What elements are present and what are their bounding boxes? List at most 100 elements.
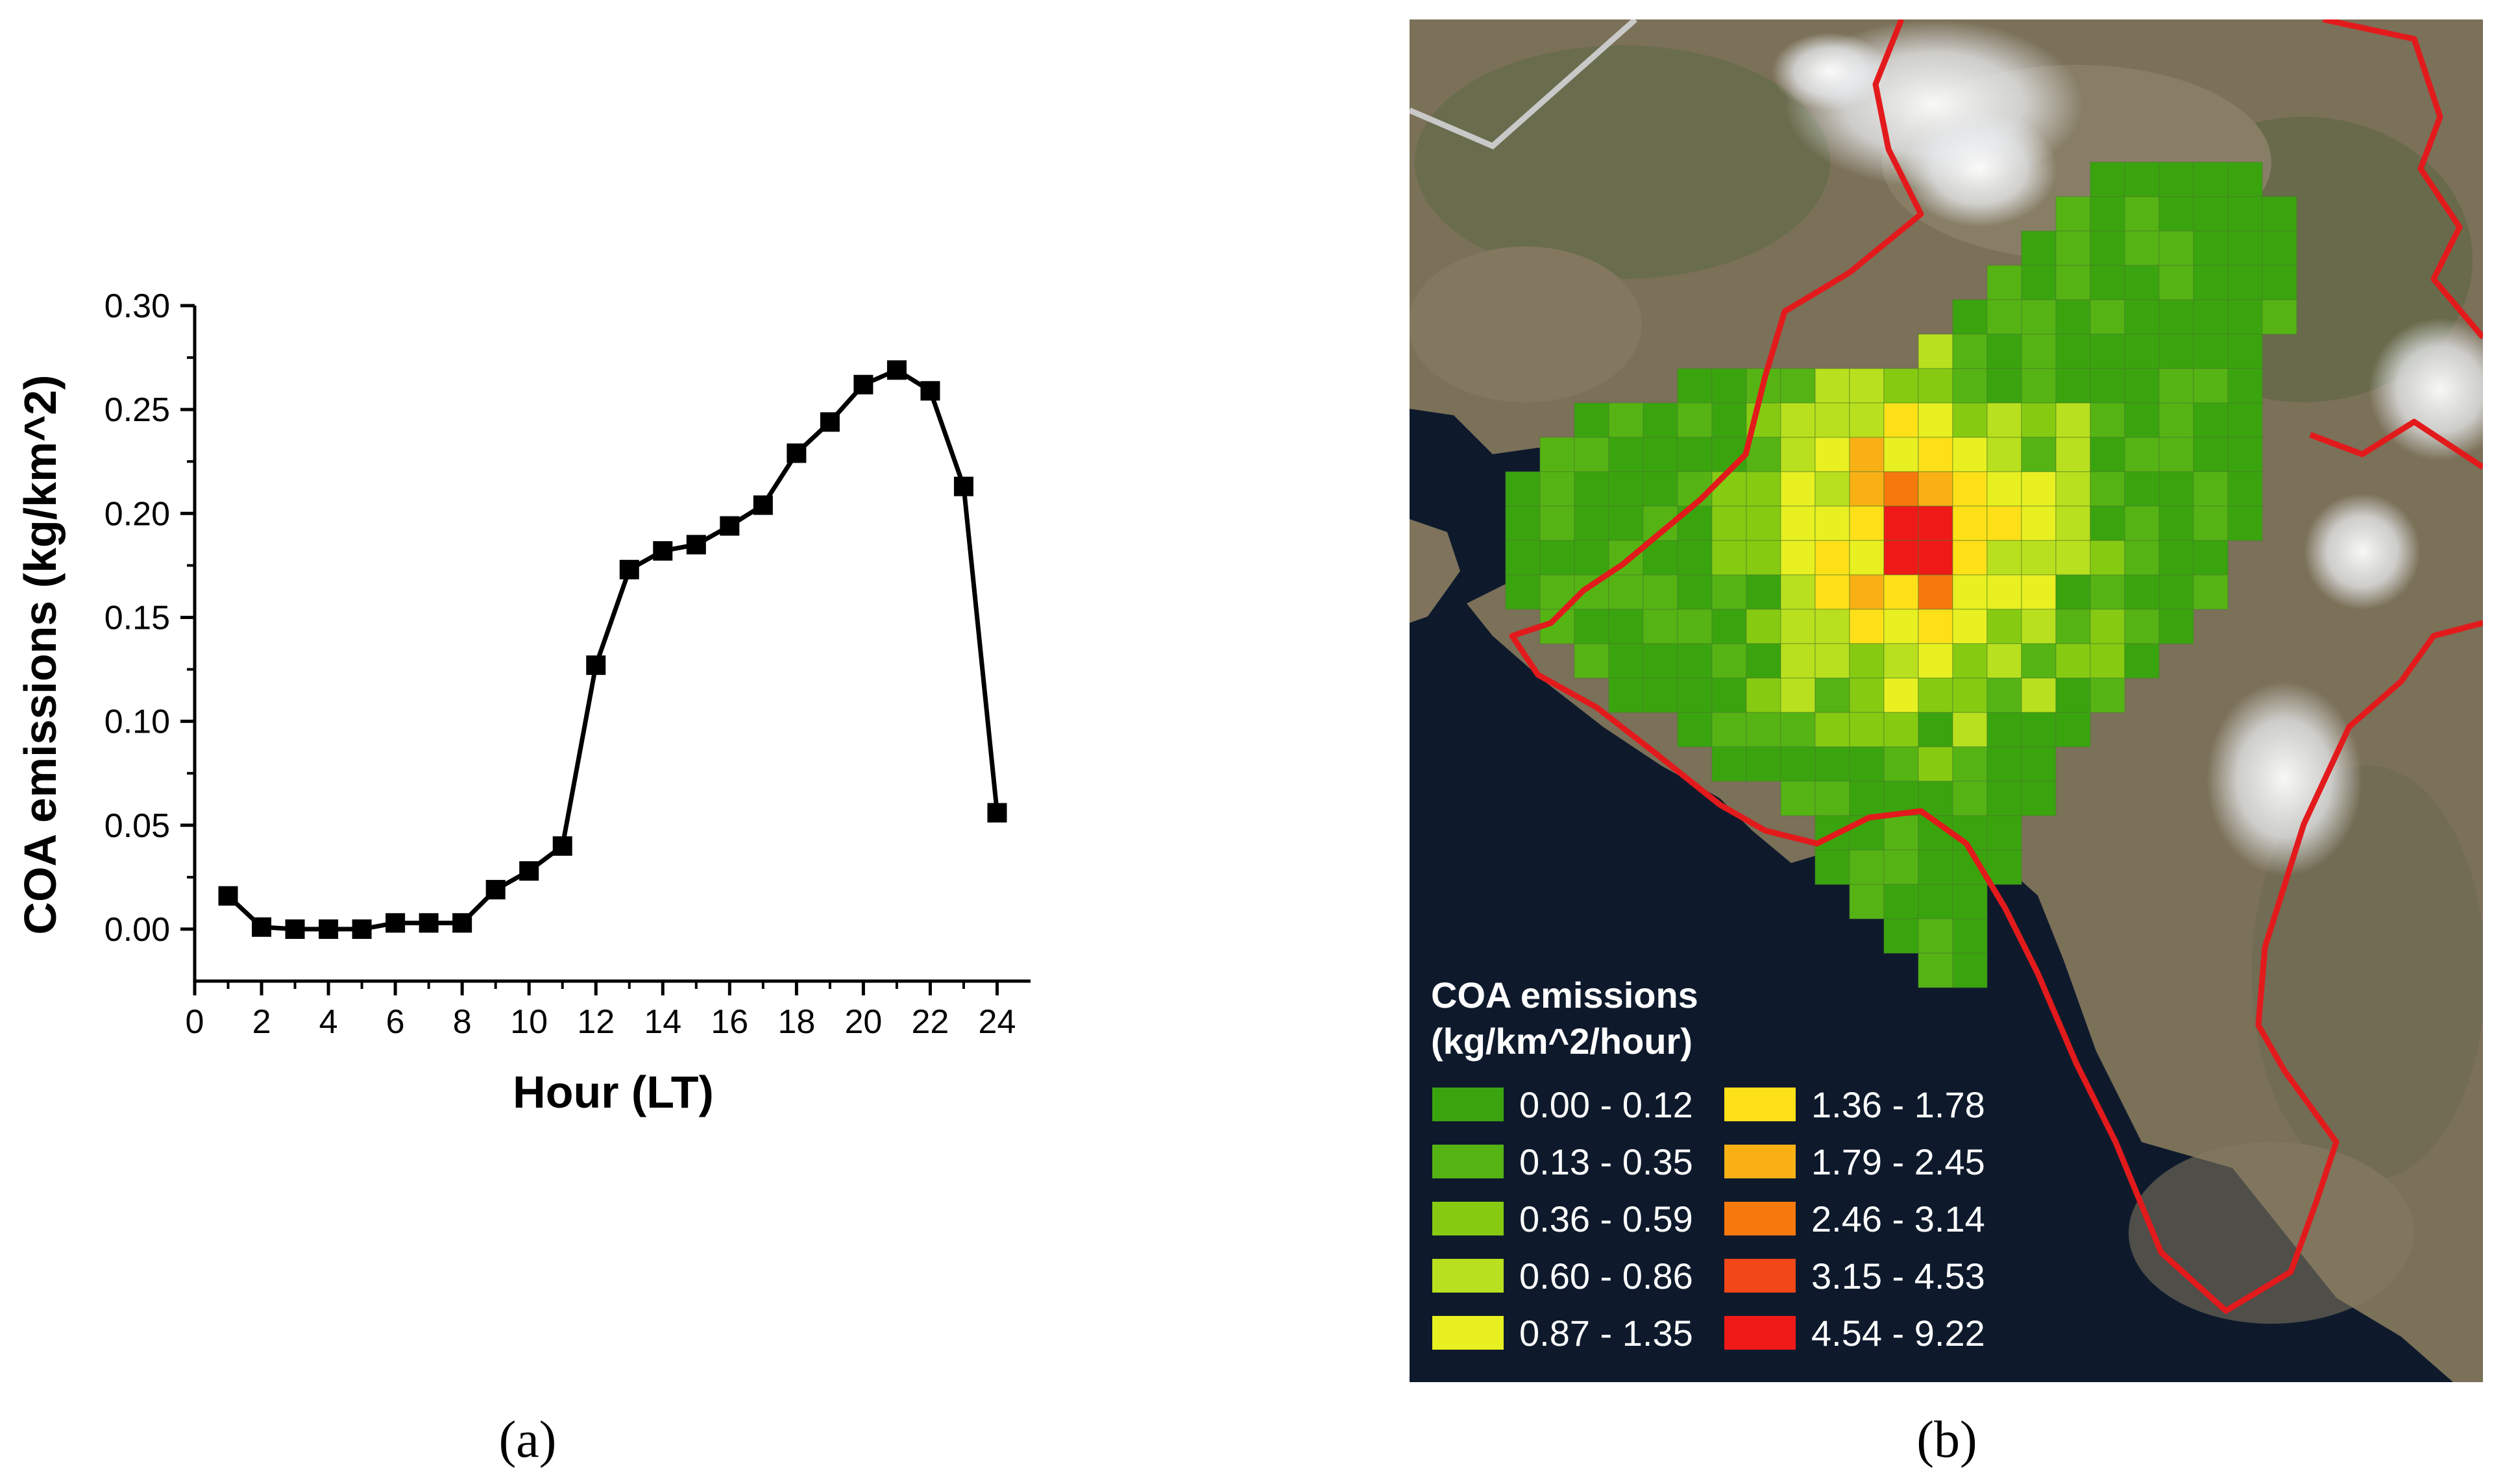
grid-cell	[2055, 196, 2091, 232]
grid-cell	[1815, 746, 1850, 782]
grid-cell	[1643, 471, 1678, 507]
grid-cell	[1711, 471, 1747, 507]
grid-cell	[1815, 437, 1850, 472]
grid-cell	[1883, 643, 1919, 679]
grid-cell	[1677, 643, 1713, 679]
grid-cell	[1711, 677, 1747, 713]
grid-cell	[1780, 471, 1816, 507]
data-point	[720, 516, 740, 536]
grid-cell	[2124, 402, 2160, 438]
emission-grid-cells	[1505, 162, 2297, 988]
grid-cell	[2021, 265, 2057, 300]
grid-cell	[2055, 334, 2091, 369]
grid-cell	[2158, 471, 2194, 507]
grid-cell	[1918, 677, 1953, 713]
grid-cell	[1815, 368, 1850, 404]
grid-cell	[1849, 609, 1885, 644]
grid-cell	[1918, 437, 1953, 472]
grid-cell	[2227, 265, 2263, 300]
grid-cell	[2158, 540, 2194, 576]
grid-cell	[1815, 402, 1850, 438]
grid-cell	[1952, 437, 1988, 472]
grid-cell	[1677, 437, 1713, 472]
grid-cell	[1986, 402, 2022, 438]
legend-label: 0.13 - 0.35	[1519, 1141, 1693, 1182]
grid-cell	[1986, 368, 2022, 404]
grid-cell	[1780, 437, 1816, 472]
x-tick-label: 16	[711, 1003, 748, 1041]
grid-cell	[1918, 884, 1953, 919]
grid-cell	[2090, 609, 2125, 644]
grid-cell	[2227, 230, 2263, 266]
grid-cell	[1780, 505, 1816, 541]
municipality-boundary	[1509, 19, 2483, 1314]
grid-cell	[1815, 505, 1850, 541]
legend-swatch	[1432, 1316, 1504, 1350]
grid-cell	[1815, 609, 1850, 644]
grid-cell	[1608, 643, 1644, 679]
grid-cell	[1918, 402, 1953, 438]
grid-cell	[1918, 746, 1953, 782]
x-tick-label: 18	[777, 1003, 815, 1041]
x-tick-label: 14	[644, 1003, 681, 1041]
grid-cell	[1952, 953, 1988, 988]
grid-cell	[2193, 334, 2229, 369]
grid-cell	[1918, 953, 1953, 988]
grid-cell	[1711, 505, 1747, 541]
grid-cell	[2021, 677, 2057, 713]
legend-swatch	[1432, 1202, 1504, 1235]
grid-cell	[1986, 746, 2022, 782]
grid-cell	[1711, 712, 1747, 748]
data-point	[920, 381, 940, 401]
grid-cell	[1918, 712, 1953, 748]
grid-cell	[1505, 574, 1541, 610]
grid-cell	[2193, 437, 2229, 472]
grid-cell	[1952, 334, 1988, 369]
grid-cell	[1918, 849, 1953, 885]
grid-cell	[1711, 643, 1747, 679]
grid-cell	[1883, 815, 1919, 851]
grid-cell	[1986, 471, 2022, 507]
grid-cell	[2021, 609, 2057, 644]
grid-cell	[1711, 437, 1747, 472]
grid-cell	[1815, 677, 1850, 713]
grid-cell	[1746, 574, 1781, 610]
grid-cell	[1952, 368, 1988, 404]
data-point	[252, 917, 272, 937]
grid-cell	[1918, 918, 1953, 954]
grid-cell	[1574, 437, 1609, 472]
grid-cell	[1643, 677, 1678, 713]
y-tick-label: 0.25	[104, 391, 170, 429]
grid-cell	[1711, 402, 1747, 438]
legend-swatch	[1724, 1145, 1796, 1178]
series-line	[226, 367, 999, 932]
grid-cell	[2021, 540, 2057, 576]
map-legend: COA emissions (kg/km^2/hour) 0.00 - 0.12…	[1431, 975, 1985, 1354]
grid-cell	[2124, 299, 2160, 335]
grid-cell	[1780, 574, 1816, 610]
grid-cell	[1883, 677, 1919, 713]
grid-cell	[2090, 402, 2125, 438]
grid-cell	[2227, 437, 2263, 472]
grid-cell	[1986, 437, 2022, 472]
y-tick-label: 0.20	[104, 495, 170, 533]
grid-cell	[1883, 712, 1919, 748]
grid-cell	[1608, 437, 1644, 472]
grid-cell	[1952, 540, 1988, 576]
grid-cell	[2124, 540, 2160, 576]
grid-cell	[2021, 471, 2057, 507]
grid-cell	[1883, 437, 1919, 472]
grid-cell	[2193, 540, 2229, 576]
data-point	[787, 443, 807, 463]
legend-label: 0.00 - 0.12	[1519, 1084, 1693, 1125]
grid-cell	[2021, 746, 2057, 782]
grid-cell	[2158, 265, 2194, 300]
grid-cell	[2124, 471, 2160, 507]
grid-cell	[1815, 643, 1850, 679]
data-point	[820, 412, 840, 432]
grid-cell	[1918, 574, 1953, 610]
grid-cell	[2124, 437, 2160, 472]
grid-cell	[2124, 162, 2160, 197]
grid-cell	[2262, 230, 2297, 266]
